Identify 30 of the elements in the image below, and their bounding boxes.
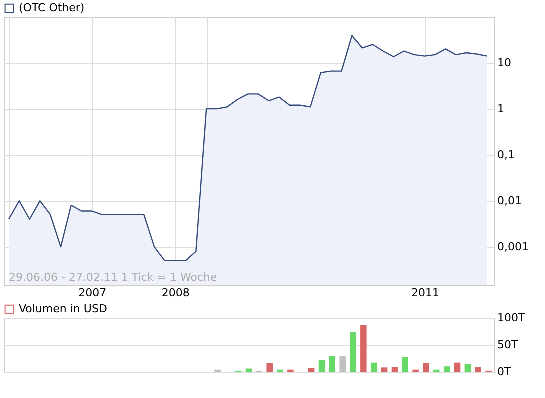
- y-tick-label: 100T: [498, 312, 526, 324]
- bar: [444, 366, 450, 372]
- y-tick-label: 10: [498, 56, 512, 70]
- bar: [318, 360, 326, 372]
- legend-label: Volumen in USD: [19, 302, 108, 316]
- y-tick-label: 0,001: [498, 240, 529, 254]
- y-tick-label: 0T: [498, 366, 512, 378]
- y-tick-label: 1: [498, 102, 504, 116]
- x-tick-label: 2008: [162, 286, 190, 300]
- y-tick-label: 50T: [498, 338, 518, 352]
- bar: [340, 356, 346, 372]
- x-tick-label: 2011: [411, 286, 440, 300]
- annotation: 29.06.06 - 27.02.11 1 Tick = 1 Woche: [9, 271, 218, 284]
- bar: [381, 368, 388, 372]
- bar: [402, 357, 409, 372]
- bar: [370, 362, 378, 372]
- legend-label: (OTC Other): [19, 2, 85, 14]
- bar: [329, 356, 336, 372]
- bar: [350, 332, 356, 372]
- bar: [308, 368, 315, 372]
- bar: [266, 363, 273, 372]
- bar: [392, 367, 398, 372]
- y-tick-label: 0,01: [498, 194, 522, 208]
- bar: [423, 363, 430, 372]
- bar: [360, 325, 367, 372]
- bar: [464, 364, 472, 372]
- bar: [475, 367, 482, 372]
- x-tick-label: 2007: [78, 286, 107, 300]
- bar: [454, 362, 461, 372]
- y-tick-label: 0,1: [498, 148, 515, 162]
